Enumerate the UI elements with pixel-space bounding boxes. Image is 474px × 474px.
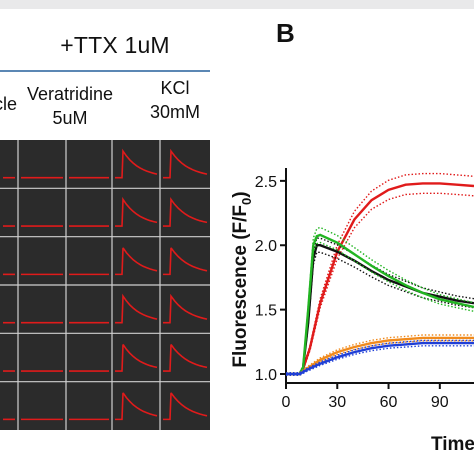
series-line: [286, 233, 474, 376]
header-divider: [0, 70, 210, 72]
calcium-trace: [115, 344, 158, 372]
calcium-trace: [163, 247, 208, 276]
calcium-trace: [163, 344, 208, 372]
x-tick-label: 30: [328, 394, 346, 411]
column-label-vehicle: cle: [0, 92, 24, 116]
series-line: [286, 341, 474, 376]
top-band: [0, 0, 474, 9]
calcium-trace: [115, 196, 158, 227]
x-tick-label: 60: [380, 394, 398, 411]
y-tick-label: 1.5: [255, 303, 277, 320]
kcl-label-text: KCl: [160, 78, 190, 98]
kcl-conc-text: 30mM: [149, 102, 200, 122]
calcium-trace: [163, 196, 208, 227]
veratridine-conc-text: 5uM: [52, 108, 88, 128]
calcium-trace: [115, 293, 158, 324]
calcium-trace: [115, 247, 158, 276]
y-axis-label: Fluorescence (F/F0): [230, 191, 254, 367]
column-label-kcl: KCl 30mM: [138, 76, 212, 124]
calcium-trace: [115, 392, 158, 421]
series-upper-sem: [286, 226, 474, 374]
y-tick-label: 2.0: [255, 238, 277, 255]
ttx-condition-label: +TTX 1uM: [60, 32, 170, 58]
series-upper-sem: [286, 334, 474, 374]
x-axis-label: Time(: [431, 434, 474, 455]
veratridine-label-text: Veratridine: [26, 84, 114, 104]
calcium-trace: [163, 293, 208, 324]
calcium-trace: [163, 148, 208, 179]
series-line: [286, 182, 474, 376]
y-tick-label: 2.5: [255, 174, 277, 191]
calcium-trace: [163, 392, 208, 421]
series-lower-sem: [286, 241, 474, 376]
series-group: [286, 172, 474, 376]
series-upper-sem: [286, 339, 474, 374]
series-line: [286, 244, 474, 376]
series-lower-sem: [286, 345, 474, 376]
trace-grid-panel-a: [0, 140, 210, 430]
panel-b-letter: B: [276, 18, 295, 48]
fluorescence-chart: 1.0 1.5 2.0 2.5 0 30 60 90 Fluorescence (F/F0) Ti…: [230, 168, 474, 455]
vehicle-label-text: cle: [0, 94, 18, 114]
x-tick-label: 90: [431, 394, 449, 411]
column-label-veratridine: Veratridine 5uM: [24, 82, 116, 130]
series-upper-sem: [286, 172, 474, 374]
y-tick-label: 1.0: [255, 367, 277, 384]
calcium-trace: [115, 148, 158, 179]
x-tick-label: 0: [282, 394, 291, 411]
